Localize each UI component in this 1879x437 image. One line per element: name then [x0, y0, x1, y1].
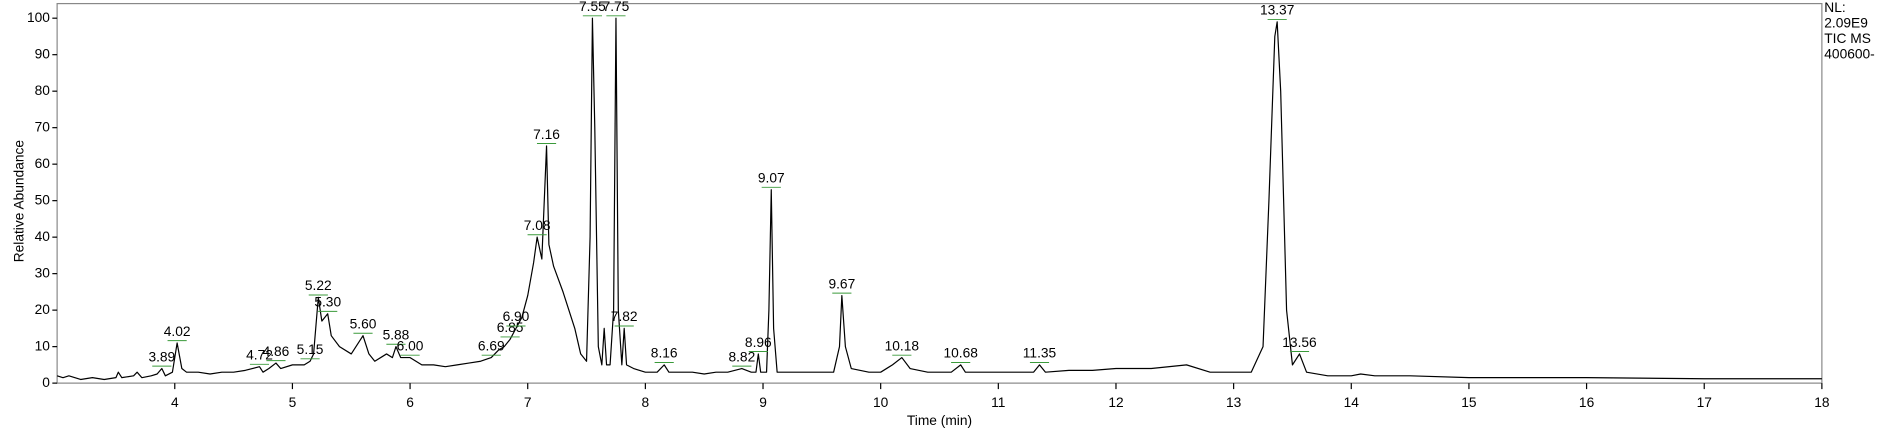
peak-label: 4.02 — [164, 324, 191, 339]
x-tick-label: 10 — [873, 395, 889, 410]
normalization-note: TIC MS — [1824, 31, 1871, 46]
normalization-note: 400600- — [1824, 47, 1874, 62]
peak-label: 8.16 — [651, 346, 678, 361]
peak-label: 3.89 — [148, 349, 175, 364]
peak-label: 9.67 — [828, 276, 855, 291]
peak-label: 6.00 — [397, 338, 424, 353]
peak-label: 7.55 — [579, 0, 606, 14]
peak-label: 13.37 — [1260, 3, 1294, 18]
x-tick-label: 12 — [1108, 395, 1123, 410]
x-tick-label: 15 — [1461, 395, 1477, 410]
peak-label: 5.30 — [314, 295, 341, 310]
peak-label: 5.88 — [383, 327, 410, 342]
x-tick-label: 5 — [289, 395, 297, 410]
x-tick-label: 6 — [406, 395, 414, 410]
peak-label: 4.72 — [246, 348, 273, 363]
y-tick-label: 60 — [35, 156, 51, 171]
peak-label: 7.08 — [524, 218, 551, 233]
peak-label: 10.18 — [885, 338, 920, 353]
x-tick-label: 11 — [991, 395, 1005, 410]
peak-label: 4.86 — [263, 344, 290, 359]
x-tick-label: 18 — [1814, 395, 1830, 410]
normalization-note: 2.09E9 — [1824, 16, 1868, 31]
y-tick-label: 100 — [27, 10, 50, 25]
plot-frame — [56, 2, 1823, 384]
y-tick-label: 20 — [35, 302, 51, 317]
x-tick-label: 9 — [759, 395, 767, 410]
peak-label: 5.22 — [305, 278, 332, 293]
y-tick-label: 70 — [35, 119, 51, 134]
y-tick-label: 80 — [35, 83, 51, 98]
peak-label: 9.07 — [758, 171, 785, 186]
y-tick-label: 90 — [35, 46, 51, 61]
x-tick-label: 7 — [524, 395, 532, 410]
y-tick-label: 40 — [35, 229, 51, 244]
peak-label: 8.82 — [728, 349, 755, 364]
x-tick-label: 16 — [1579, 395, 1595, 410]
y-tick-label: 50 — [35, 192, 51, 207]
peak-label: 7.82 — [611, 309, 638, 324]
peak-label: 8.96 — [745, 335, 772, 350]
y-axis-label: Relative Abundance — [12, 140, 27, 263]
x-tick-label: 17 — [1697, 395, 1712, 410]
y-tick-label: 30 — [35, 265, 51, 280]
x-tick-label: 8 — [642, 395, 650, 410]
peak-label: 7.16 — [533, 127, 560, 142]
peak-label: 10.68 — [943, 346, 978, 361]
peak-label: 5.15 — [297, 342, 324, 357]
normalization-note: NL: — [1824, 0, 1845, 15]
x-axis-label: Time (min) — [907, 413, 972, 428]
trace-line — [56, 17, 1822, 381]
peak-label: 13.56 — [1282, 335, 1317, 350]
x-tick-label: 4 — [171, 395, 179, 410]
peak-label: 11.35 — [1023, 346, 1057, 361]
peak-label: 6.90 — [503, 309, 530, 324]
peak-label: 7.75 — [603, 0, 630, 14]
peak-label: 6.69 — [478, 338, 505, 353]
y-tick-label: 10 — [35, 338, 51, 353]
x-tick-label: 14 — [1344, 395, 1360, 410]
x-tick-label: 13 — [1226, 395, 1242, 410]
peak-label: 6.85 — [497, 320, 524, 335]
peak-label: 5.60 — [350, 317, 377, 332]
y-tick-label: 0 — [42, 375, 50, 390]
